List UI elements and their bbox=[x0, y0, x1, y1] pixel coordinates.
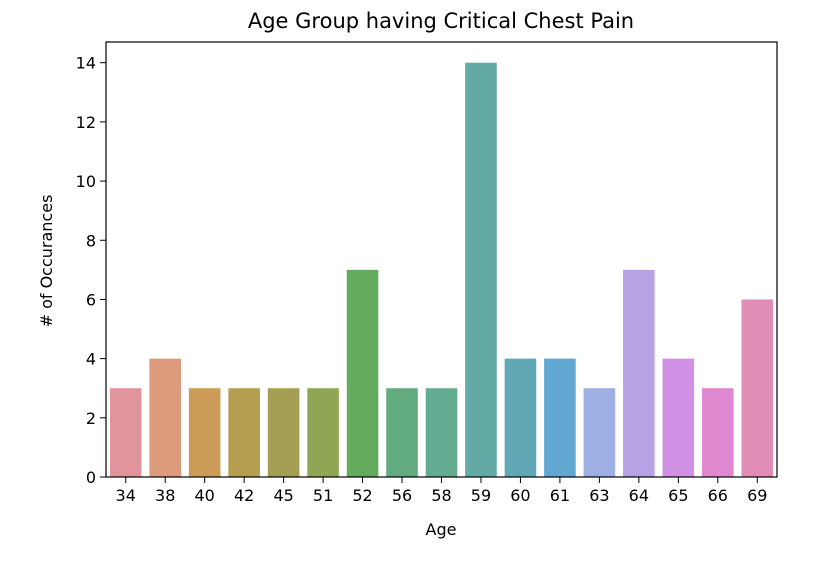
y-tick-label: 10 bbox=[76, 172, 96, 191]
bar-age-42 bbox=[228, 388, 260, 477]
bar-age-60 bbox=[504, 358, 537, 477]
x-tick-label: 42 bbox=[234, 486, 254, 505]
y-tick-label: 12 bbox=[76, 113, 96, 132]
bar-age-34 bbox=[109, 388, 142, 477]
y-axis-label: # of Occurances bbox=[37, 195, 56, 328]
bar-age-65 bbox=[662, 358, 695, 477]
x-tick-label: 40 bbox=[194, 486, 214, 505]
x-tick-label: 45 bbox=[273, 486, 293, 505]
x-tick-label: 51 bbox=[313, 486, 333, 505]
x-axis: 34 38 40 42 45 51 52 56 58 59 60 61 63 64 65 66 69 bbox=[116, 477, 767, 505]
bar-age-52 bbox=[346, 269, 379, 477]
bar-age-59 bbox=[465, 62, 497, 478]
x-tick-label: 65 bbox=[668, 486, 688, 505]
x-tick-label: 38 bbox=[155, 486, 175, 505]
bar-age-51 bbox=[307, 388, 339, 477]
x-tick-label: 60 bbox=[510, 486, 530, 505]
y-tick-label: 6 bbox=[86, 290, 96, 309]
bar-age-63 bbox=[583, 388, 616, 477]
x-tick-label: 66 bbox=[708, 486, 728, 505]
bar-age-66 bbox=[702, 388, 734, 477]
x-axis-label: Age bbox=[426, 520, 457, 539]
bar-age-69 bbox=[741, 299, 774, 477]
bar-age-64 bbox=[623, 269, 655, 477]
x-tick-label: 52 bbox=[352, 486, 372, 505]
y-axis: 0 2 4 6 8 10 12 14 bbox=[76, 54, 106, 487]
x-tick-label: 58 bbox=[431, 486, 451, 505]
plot-area bbox=[109, 62, 774, 478]
bar-age-38 bbox=[149, 358, 181, 477]
x-tick-label: 63 bbox=[589, 486, 609, 505]
plot-frame bbox=[105, 41, 778, 478]
x-tick-label: 34 bbox=[116, 486, 136, 505]
x-tick-label: 64 bbox=[629, 486, 649, 505]
y-tick-label: 0 bbox=[86, 468, 96, 487]
y-tick-label: 4 bbox=[86, 350, 96, 369]
bar-age-45 bbox=[267, 388, 300, 477]
x-tick-label: 56 bbox=[392, 486, 412, 505]
y-tick-label: 2 bbox=[86, 409, 96, 428]
bar-age-40 bbox=[188, 388, 221, 477]
x-tick-label: 59 bbox=[471, 486, 491, 505]
x-tick-label: 69 bbox=[747, 486, 767, 505]
y-tick-label: 8 bbox=[86, 231, 96, 250]
bar-age-58 bbox=[425, 388, 458, 477]
bar-age-61 bbox=[544, 358, 576, 477]
y-tick-label: 14 bbox=[76, 54, 96, 73]
chart-title: Age Group having Critical Chest Pain bbox=[248, 9, 634, 33]
x-tick-label: 61 bbox=[550, 486, 570, 505]
bar-age-56 bbox=[386, 388, 418, 477]
